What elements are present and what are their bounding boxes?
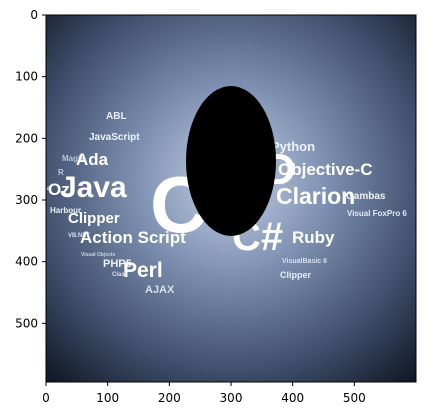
word-action-script: Action Script bbox=[80, 228, 186, 247]
y-tick-label: 400 bbox=[15, 255, 38, 269]
word-clarion: Clarion bbox=[276, 183, 355, 209]
word-visual-objects: Visual Objects bbox=[81, 252, 116, 258]
word-clipper: Clipper bbox=[68, 210, 120, 227]
word-vala: Vala bbox=[38, 186, 51, 192]
x-tick-label: 300 bbox=[220, 391, 243, 405]
image-area: C D ABLABAPJavaScriptPythonMagikAdaRObje… bbox=[38, 15, 416, 382]
word-ada: Ada bbox=[76, 150, 109, 169]
word-visualbasic-6: VisualBasic 6 bbox=[282, 258, 327, 265]
word-abl: ABL bbox=[106, 111, 127, 122]
y-tick-label: 300 bbox=[15, 193, 38, 207]
word-objective-c: Objective-C bbox=[278, 160, 372, 179]
word-vb-net: VB.NET bbox=[68, 233, 90, 239]
x-tick-label: 200 bbox=[158, 391, 181, 405]
word-javascript: JavaScript bbox=[89, 132, 140, 143]
occluding-ellipse bbox=[186, 86, 276, 236]
word-python: Python bbox=[271, 139, 315, 154]
y-tick-label: 500 bbox=[15, 316, 38, 330]
word-clipper: Clipper bbox=[280, 270, 312, 280]
word-class: Class bbox=[112, 272, 129, 278]
word-harbour: Harbour bbox=[50, 206, 81, 215]
word-oz: Oz bbox=[48, 180, 70, 199]
word-r: R bbox=[58, 168, 64, 177]
y-tick-label: 200 bbox=[15, 131, 38, 145]
word-cloud: ABLABAPJavaScriptPythonMagikAdaRObjectiv… bbox=[38, 111, 407, 296]
word-ajax: AJAX bbox=[145, 284, 175, 296]
word-magik: Magik bbox=[62, 154, 85, 163]
word-java: Java bbox=[60, 171, 127, 204]
y-axis: 0 100 200 300 400 500 bbox=[15, 8, 46, 330]
y-tick-label: 100 bbox=[15, 70, 38, 84]
x-tick-label: 100 bbox=[96, 391, 119, 405]
word-perl: Perl bbox=[123, 259, 163, 282]
word-php5: PHP5 bbox=[103, 258, 132, 270]
x-tick-label: 500 bbox=[343, 391, 366, 405]
word-gambas: Gambas bbox=[346, 191, 386, 202]
y-tick-label: 0 bbox=[30, 8, 38, 22]
x-tick-label: 0 bbox=[42, 391, 50, 405]
word-visual-foxpro-6: Visual FoxPro 6 bbox=[347, 209, 407, 218]
x-tick-label: 400 bbox=[281, 391, 304, 405]
word-ruby: Ruby bbox=[292, 228, 335, 247]
x-axis: 0 100 200 300 400 500 bbox=[42, 382, 366, 405]
